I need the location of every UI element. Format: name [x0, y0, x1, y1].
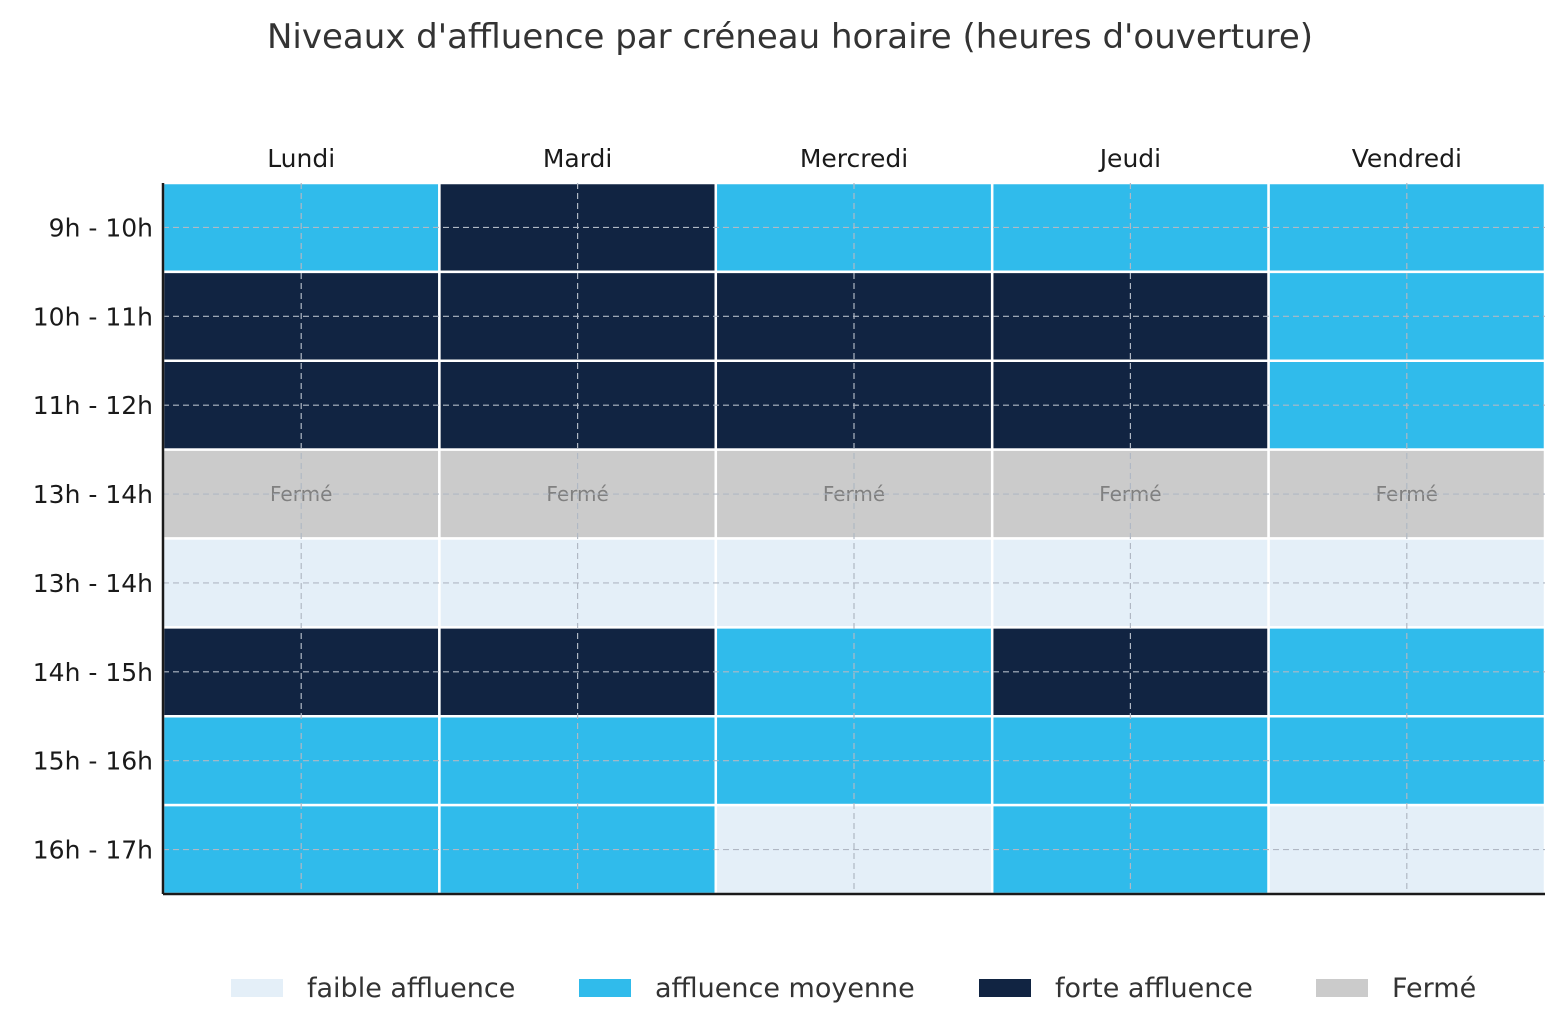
- legend-swatch: [579, 979, 631, 997]
- legend-label: forte affluence: [1055, 973, 1253, 1004]
- row-label: 16h - 17h: [33, 836, 153, 865]
- row-label: 10h - 11h: [33, 302, 153, 331]
- row-label: 11h - 12h: [33, 391, 153, 420]
- chart-title: Niveaux d'affluence par créneau horaire …: [267, 17, 1313, 57]
- grid-lines: [163, 183, 1545, 894]
- column-label: Vendredi: [1352, 144, 1462, 173]
- legend-label: faible affluence: [307, 973, 515, 1004]
- row-label: 15h - 16h: [33, 747, 153, 776]
- row-label: 13h - 14h: [33, 480, 153, 509]
- legend-label: Fermé: [1392, 973, 1476, 1004]
- legend: faible affluence affluence moyenne forte a…: [231, 973, 1476, 1004]
- row-label: 13h - 14h: [33, 569, 153, 598]
- column-label: Mardi: [543, 144, 613, 173]
- row-labels: 9h - 10h 10h - 11h 11h - 12h 13h - 14h 13h -…: [33, 213, 153, 864]
- column-label: Jeudi: [1098, 144, 1161, 173]
- row-label: 9h - 10h: [49, 213, 153, 242]
- legend-swatch: [1316, 979, 1368, 997]
- legend-swatch: [979, 979, 1031, 997]
- row-label: 14h - 15h: [33, 658, 153, 687]
- axes: [161, 183, 1545, 896]
- legend-swatch: [231, 979, 283, 997]
- column-label: Lundi: [267, 144, 335, 173]
- legend-label: affluence moyenne: [655, 973, 915, 1004]
- column-labels: Lundi Mardi Mercredi Jeudi Vendredi: [267, 144, 1462, 173]
- column-label: Mercredi: [800, 144, 908, 173]
